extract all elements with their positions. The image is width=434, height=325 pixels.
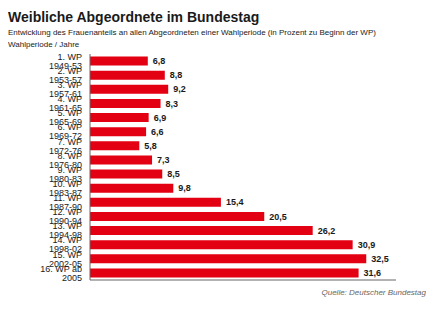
svg-text:15,4: 15,4 [226, 197, 244, 207]
svg-text:31,6: 31,6 [364, 268, 382, 278]
svg-text:9,2: 9,2 [173, 84, 186, 94]
svg-text:5,8: 5,8 [144, 141, 157, 151]
svg-text:32,5: 32,5 [371, 254, 389, 264]
svg-text:26,2: 26,2 [318, 226, 336, 236]
svg-text:30,9: 30,9 [358, 240, 376, 250]
svg-text:8,3: 8,3 [166, 99, 179, 109]
svg-text:9,8: 9,8 [178, 183, 191, 193]
svg-text:6,9: 6,9 [154, 113, 167, 123]
svg-text:6,6: 6,6 [151, 127, 164, 137]
svg-text:8,8: 8,8 [170, 70, 183, 80]
svg-text:20,5: 20,5 [269, 212, 287, 222]
svg-text:6,8: 6,8 [153, 56, 166, 66]
svg-text:8,5: 8,5 [167, 169, 180, 179]
svg-text:7,3: 7,3 [157, 155, 170, 165]
svg-text:16. WP ab2005: 16. WP ab2005 [40, 264, 82, 283]
